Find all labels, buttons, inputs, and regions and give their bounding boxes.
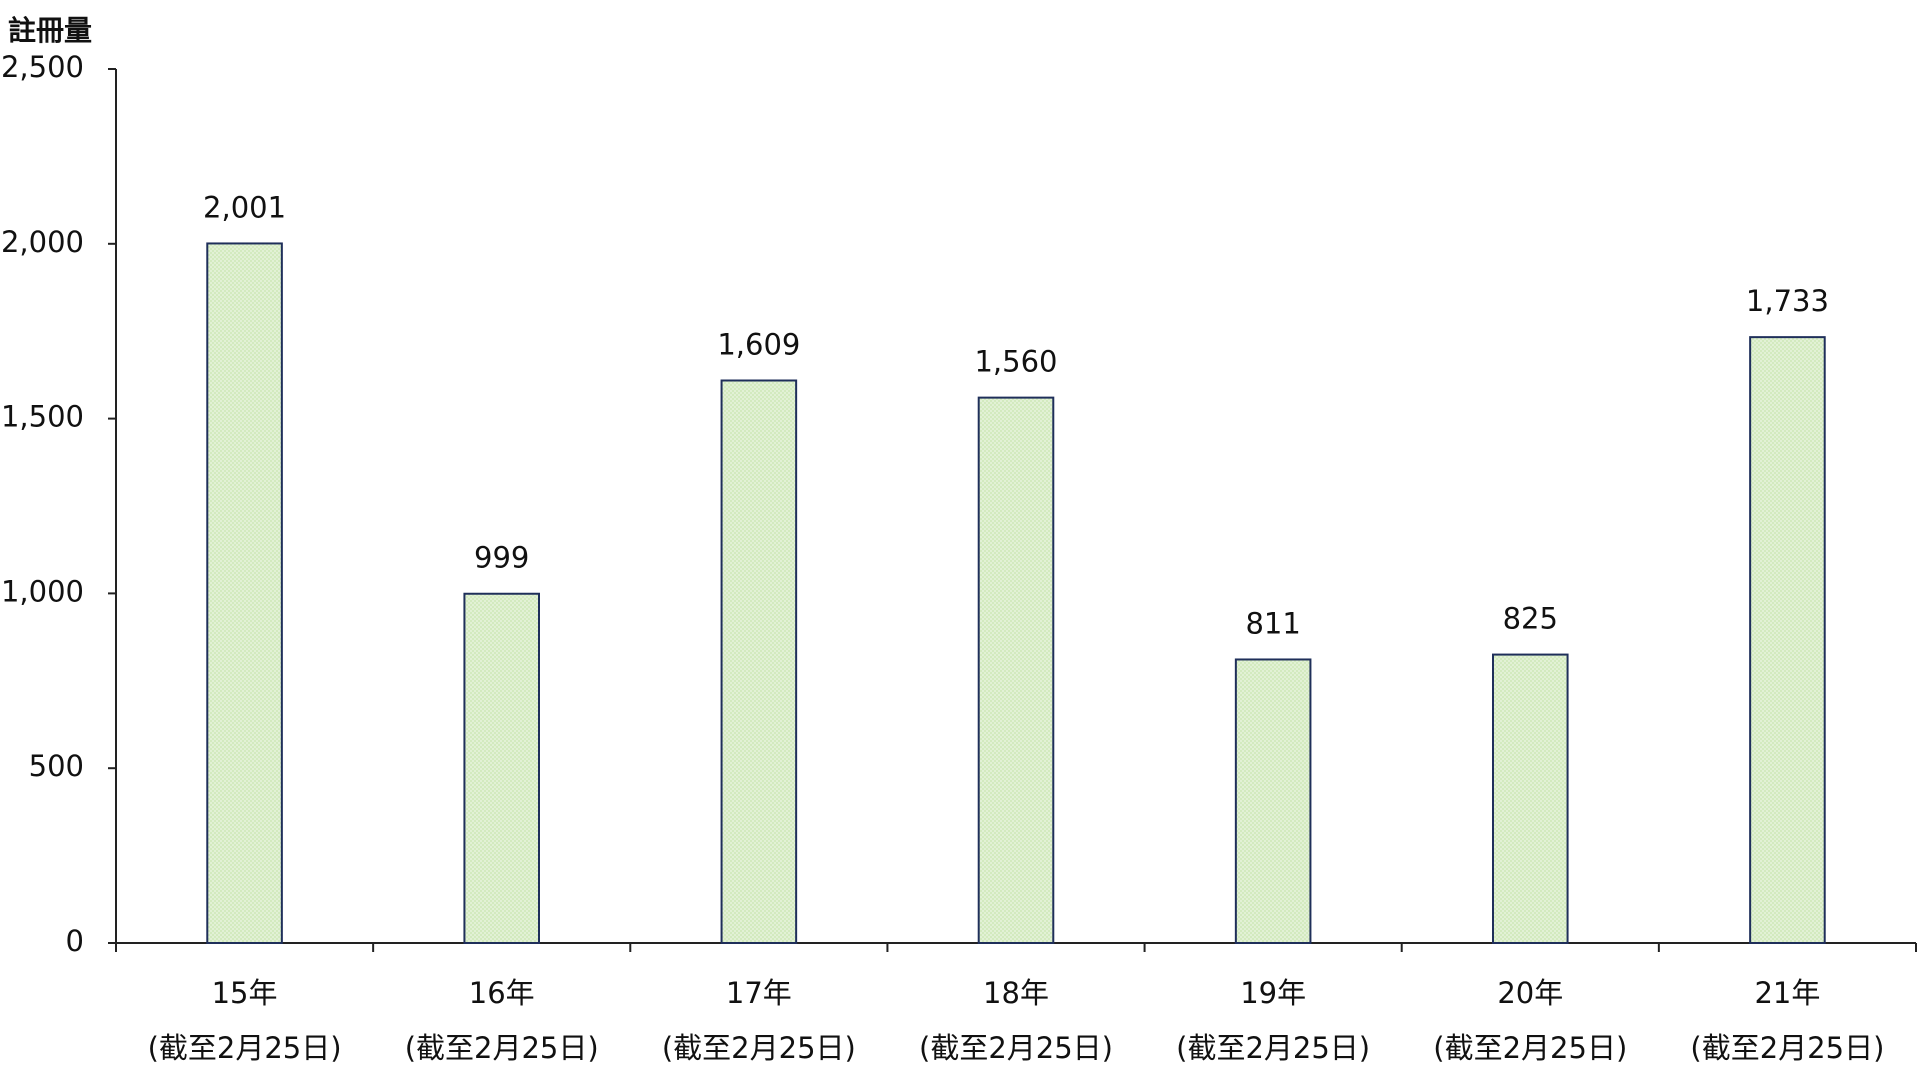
value-label: 1,560 <box>974 345 1057 379</box>
y-axis-title: 註冊量 <box>8 14 92 47</box>
x-tick-label: (截至2月25日) <box>405 1031 599 1065</box>
bar <box>1492 653 1569 945</box>
x-tick-label: 16年 <box>469 976 535 1010</box>
value-label: 2,001 <box>203 190 286 224</box>
x-tick-label: (截至2月25日) <box>1176 1031 1370 1065</box>
x-tick-label: 19年 <box>1240 976 1306 1010</box>
y-tick-label: 500 <box>29 749 84 783</box>
bar <box>463 592 540 944</box>
x-tick-label: (截至2月25日) <box>1433 1031 1627 1065</box>
x-tick-label: (截至2月25日) <box>1690 1031 1884 1065</box>
bar <box>1749 336 1826 944</box>
x-tick-label: 20年 <box>1497 976 1563 1010</box>
value-label: 1,733 <box>1746 284 1829 318</box>
y-tick-label: 1,500 <box>1 400 84 434</box>
x-tick-label: (截至2月25日) <box>662 1031 856 1065</box>
x-tick-label: (截至2月25日) <box>919 1031 1113 1065</box>
bar <box>1234 658 1312 945</box>
y-tick-label: 2,500 <box>1 50 84 84</box>
value-label: 811 <box>1245 606 1300 640</box>
bar <box>977 396 1055 944</box>
x-tick-label: 17年 <box>726 976 792 1010</box>
bar <box>720 379 798 944</box>
y-tick-label: 1,000 <box>1 574 84 608</box>
value-label: 825 <box>1503 602 1558 636</box>
x-tick-label: (截至2月25日) <box>148 1031 342 1065</box>
value-label: 999 <box>474 541 529 575</box>
y-tick-label: 0 <box>66 924 84 958</box>
bar <box>206 242 283 945</box>
x-tick-label: 15年 <box>212 976 278 1010</box>
x-tick-label: 18年 <box>983 976 1049 1010</box>
value-label: 1,609 <box>717 327 800 361</box>
x-tick-label: 21年 <box>1754 976 1820 1010</box>
y-tick-label: 2,000 <box>1 225 84 259</box>
